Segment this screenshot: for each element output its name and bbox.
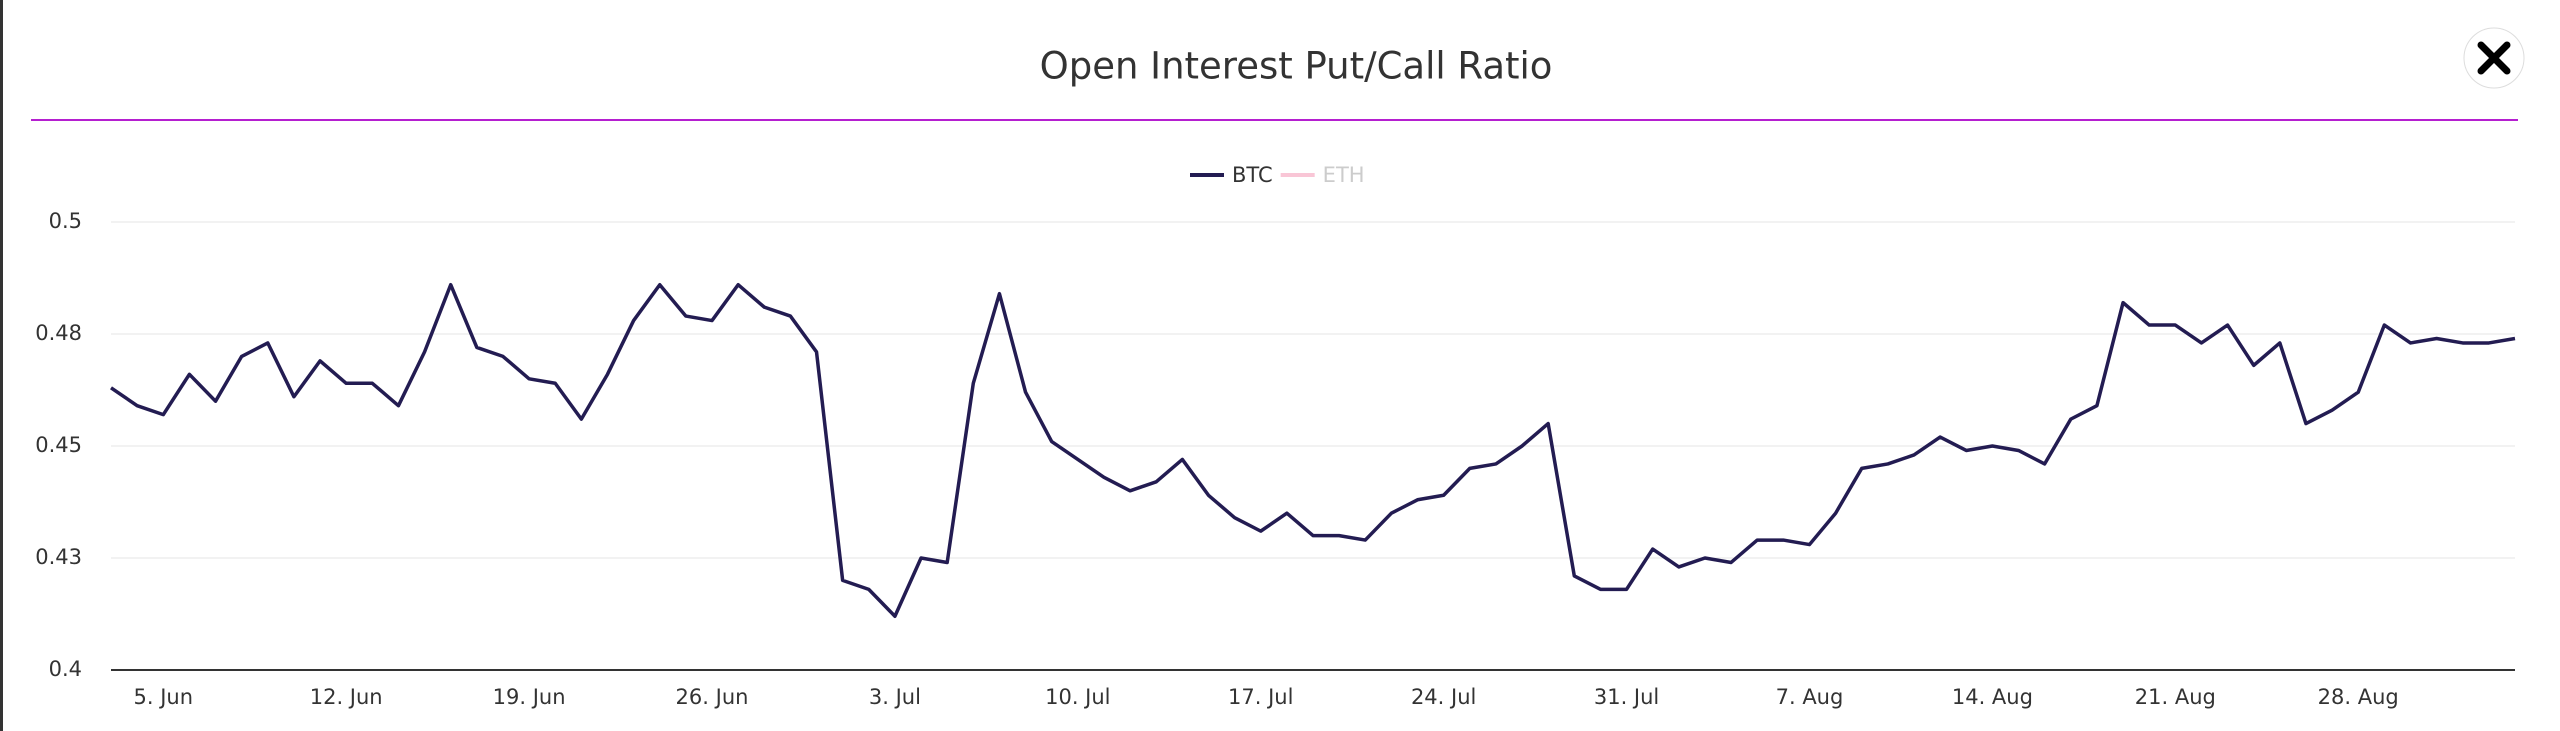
x-tick-label: 10. Jul [1045,685,1110,709]
legend-label[interactable]: ETH [1323,163,1365,187]
x-tick-label: 14. Aug [1952,685,2033,709]
y-tick-label: 0.45 [35,433,82,457]
x-tick-label: 17. Jul [1228,685,1293,709]
y-tick-label: 0.4 [49,657,82,681]
x-tick-label: 5. Jun [133,685,193,709]
chart-title: Open Interest Put/Call Ratio [1040,45,1553,88]
x-tick-label: 12. Jun [310,685,383,709]
x-tick-label: 7. Aug [1776,685,1844,709]
x-tick-label: 31. Jul [1594,685,1659,709]
y-tick-label: 0.48 [35,321,82,345]
series-line [110,282,2516,618]
modal-edge [0,0,3,731]
y-tick-label: 0.43 [35,545,82,569]
x-tick-label: 24. Jul [1411,685,1476,709]
x-tick-label: 19. Jun [493,685,566,709]
x-tick-label: 28. Aug [2318,685,2399,709]
legend-label[interactable]: BTC [1232,163,1273,187]
y-tick-label: 0.5 [49,209,82,233]
x-tick-label: 26. Jun [676,685,749,709]
x-tick-label: 3. Jul [869,685,921,709]
close-button[interactable] [2463,27,2525,89]
close-icon[interactable] [2477,41,2511,75]
x-tick-label: 21. Aug [2135,685,2216,709]
